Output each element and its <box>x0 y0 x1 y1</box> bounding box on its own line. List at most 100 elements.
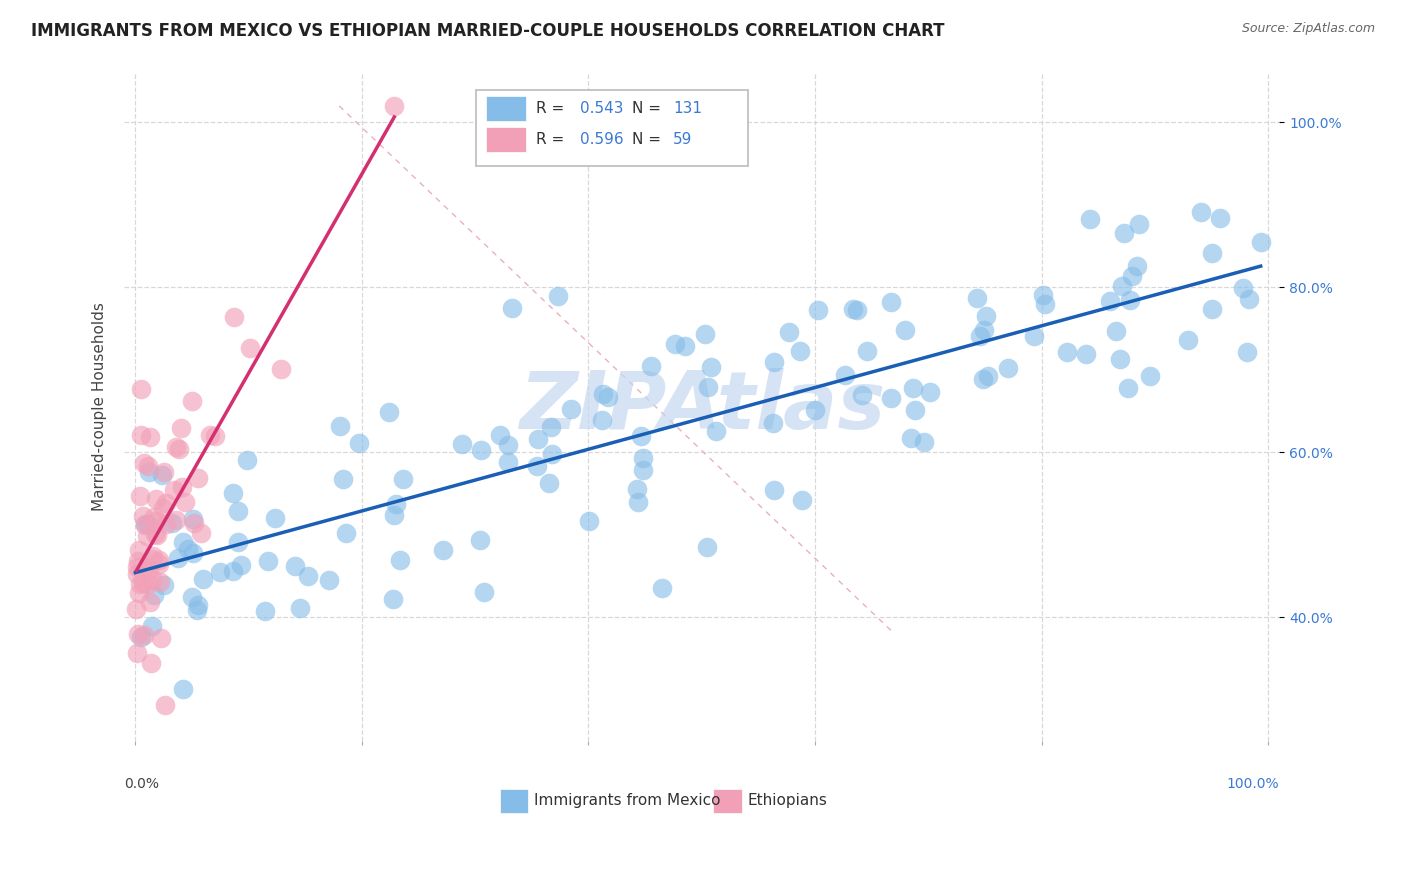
Point <box>592 387 614 401</box>
Point <box>288 600 311 615</box>
Point <box>132 576 155 591</box>
Point <box>763 483 786 497</box>
Point <box>127 554 149 568</box>
Point <box>150 468 173 483</box>
Point <box>134 518 156 533</box>
Text: 100.0%: 100.0% <box>1227 778 1279 791</box>
Point <box>1033 297 1056 311</box>
Point <box>149 632 172 646</box>
Point <box>704 425 727 439</box>
Point <box>778 325 800 339</box>
Point <box>349 436 371 450</box>
Point <box>253 604 276 618</box>
Point <box>790 492 813 507</box>
Point <box>200 428 222 442</box>
Point <box>146 527 169 541</box>
Point <box>335 525 357 540</box>
Point <box>141 618 163 632</box>
Point <box>846 303 869 318</box>
Point <box>236 452 259 467</box>
Point <box>142 549 165 563</box>
Point <box>131 382 153 396</box>
Point <box>1209 211 1232 226</box>
Point <box>378 405 401 419</box>
Text: R =: R = <box>537 132 569 147</box>
Point <box>332 473 354 487</box>
Point <box>297 569 319 583</box>
Point <box>627 495 650 509</box>
Point <box>229 558 252 572</box>
Point <box>384 498 406 512</box>
Point <box>129 428 152 442</box>
Text: N =: N = <box>633 132 666 147</box>
Point <box>966 291 988 305</box>
Point <box>145 492 167 507</box>
Point <box>142 573 165 587</box>
Point <box>560 401 582 416</box>
Point <box>591 413 613 427</box>
FancyBboxPatch shape <box>477 90 748 167</box>
Point <box>382 591 405 606</box>
Point <box>128 586 150 600</box>
Point <box>1032 287 1054 301</box>
Point <box>851 387 873 401</box>
Point <box>187 598 209 612</box>
Point <box>172 682 194 697</box>
Point <box>912 434 935 449</box>
Point <box>1232 281 1254 295</box>
Point <box>125 646 148 660</box>
Point <box>664 337 686 351</box>
Point <box>972 372 994 386</box>
Point <box>977 368 1000 383</box>
Point <box>432 542 454 557</box>
Point <box>257 554 280 568</box>
Point <box>191 573 214 587</box>
Bar <box>485 95 526 121</box>
Point <box>138 466 160 480</box>
Point <box>673 339 696 353</box>
Point <box>152 465 174 479</box>
Point <box>1239 292 1261 306</box>
Point <box>129 576 152 591</box>
Point <box>1121 269 1143 284</box>
Point <box>284 558 307 573</box>
Point <box>125 560 148 574</box>
Point <box>239 341 262 355</box>
Point <box>136 458 159 473</box>
Point <box>222 564 245 578</box>
Point <box>1139 368 1161 383</box>
Point <box>172 534 194 549</box>
Point <box>155 517 177 532</box>
Point <box>204 429 226 443</box>
Point <box>143 527 166 541</box>
Point <box>392 472 415 486</box>
Point <box>155 698 177 713</box>
Point <box>226 504 249 518</box>
Point <box>382 99 405 113</box>
Point <box>318 573 340 587</box>
Point <box>880 391 903 405</box>
Point <box>135 529 157 543</box>
Bar <box>713 789 742 813</box>
Point <box>472 584 495 599</box>
Point <box>181 511 204 525</box>
Point <box>1024 329 1046 343</box>
Point <box>152 501 174 516</box>
Point <box>181 546 204 560</box>
Point <box>547 288 569 302</box>
Text: 0.0%: 0.0% <box>124 778 159 791</box>
Point <box>526 459 548 474</box>
Point <box>389 553 412 567</box>
Point <box>1109 352 1132 367</box>
Point <box>498 455 520 469</box>
Point <box>856 343 879 358</box>
Point <box>470 442 492 457</box>
Text: Source: ZipAtlas.com: Source: ZipAtlas.com <box>1241 22 1375 36</box>
Point <box>134 517 156 532</box>
Point <box>1236 345 1258 359</box>
Point <box>631 463 654 477</box>
Point <box>167 442 190 456</box>
Point <box>139 595 162 609</box>
Point <box>973 323 995 337</box>
Point <box>900 432 922 446</box>
